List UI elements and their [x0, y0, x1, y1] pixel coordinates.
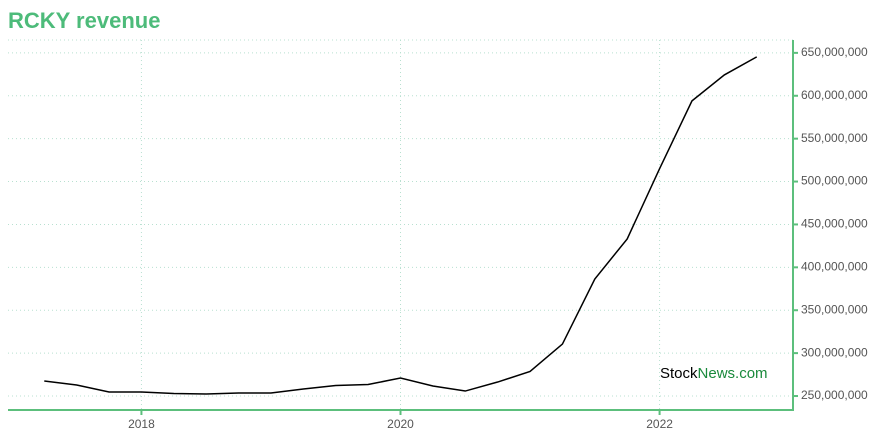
- y-tick-label: 300,000,000: [801, 345, 868, 359]
- x-tick-label: 2020: [387, 417, 414, 431]
- x-tick-label: 2022: [646, 417, 673, 431]
- y-tick-label: 650,000,000: [801, 45, 868, 59]
- y-tick-label: 550,000,000: [801, 131, 868, 145]
- line-series: [44, 56, 758, 395]
- y-tick-label: 250,000,000: [801, 388, 868, 402]
- watermark: StockNews.com: [660, 365, 768, 382]
- chart-title: RCKY revenue: [8, 8, 160, 33]
- y-tick-label: 500,000,000: [801, 174, 868, 188]
- x-tick-label: 2018: [128, 417, 155, 431]
- y-tick-label: 400,000,000: [801, 260, 868, 274]
- y-tick-label: 450,000,000: [801, 217, 868, 231]
- y-tick-label: 350,000,000: [801, 302, 868, 316]
- watermark-part: News.com: [698, 365, 768, 382]
- y-tick-label: 600,000,000: [801, 88, 868, 102]
- watermark-part: Stock: [660, 365, 698, 382]
